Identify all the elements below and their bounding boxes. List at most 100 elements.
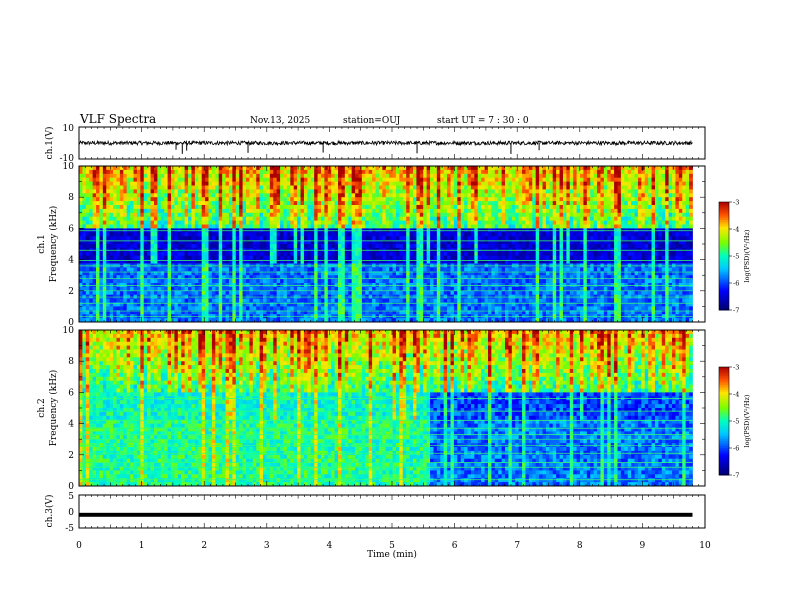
spectrogram-cell — [477, 173, 482, 179]
spectrogram-cell — [222, 197, 226, 202]
spectrogram-cell — [433, 185, 438, 190]
spectrogram-cell — [82, 208, 87, 214]
spectrogram-cell — [232, 181, 237, 186]
spectrogram-cell — [348, 298, 353, 303]
spectrogram-cell — [143, 302, 148, 307]
spectrogram-cell — [167, 318, 172, 323]
spectrogram-cell — [430, 290, 434, 296]
spectrogram-cell — [171, 290, 175, 296]
spectrogram-cell — [160, 240, 165, 245]
spectrogram-cell — [235, 298, 240, 303]
spectrogram-cell — [252, 240, 257, 245]
spectrogram-cell — [136, 302, 141, 307]
spectrogram-cell — [198, 216, 203, 221]
spectrogram-cell — [177, 169, 182, 175]
spectrogram-cell — [109, 181, 114, 186]
spectrogram-cell — [256, 255, 261, 260]
spectrogram-cell — [201, 216, 206, 221]
spectrogram-cell — [215, 197, 220, 202]
spectrogram-cell — [89, 255, 94, 260]
spectrogram-cell — [198, 197, 203, 202]
spectrogram-cell — [430, 173, 434, 179]
spectrogram-cell — [85, 286, 90, 292]
spectrogram-cell — [242, 286, 247, 292]
spectrogram-cell — [300, 302, 305, 307]
spectrogram-cell — [263, 302, 267, 307]
spectrogram-cell — [447, 244, 451, 249]
spectrogram-cell — [293, 220, 298, 225]
spectrogram-cell — [453, 286, 458, 292]
spectrogram-cell — [136, 181, 141, 186]
spectrogram-cell — [392, 240, 397, 245]
spectrogram-cell — [263, 232, 267, 237]
spectrogram-cell — [286, 185, 291, 190]
spectrogram-cell — [263, 306, 267, 311]
spectrogram-cell — [320, 298, 325, 303]
spectrogram-cell — [413, 251, 417, 257]
spectrogram-cell — [399, 275, 404, 280]
spectrogram-cell — [126, 173, 131, 179]
spectrogram-cell — [266, 310, 271, 315]
spectrogram-cell — [150, 286, 155, 292]
spectrogram-cell — [228, 306, 233, 311]
spectrogram-cell — [92, 279, 97, 284]
spectrogram-cell — [181, 201, 186, 206]
spectrogram-cell — [467, 220, 472, 225]
spectrogram-cell — [181, 306, 186, 311]
spectrogram-cell — [344, 306, 349, 311]
spectrogram-cell — [402, 271, 407, 276]
spectrogram-cell — [314, 286, 318, 292]
spectrogram-cell — [355, 224, 359, 229]
spectrogram-cell — [484, 208, 489, 214]
spectrogram-cell — [385, 224, 390, 229]
spectrogram-cell — [317, 310, 322, 315]
spectrogram-cell — [256, 259, 261, 264]
spectrogram-cell — [188, 267, 192, 272]
spectrogram-cell — [392, 279, 397, 284]
spectrogram-cell — [198, 255, 203, 260]
spectrogram-cell — [116, 205, 121, 210]
spectrogram-cell — [361, 255, 366, 260]
spectrogram-cell — [430, 267, 434, 272]
spectrogram-cell — [157, 267, 162, 272]
spectrogram-cell — [89, 220, 94, 225]
spectrogram-cell — [382, 267, 387, 272]
spectrogram-cell — [147, 193, 151, 198]
spectrogram-cell — [453, 271, 458, 276]
spectrogram-cell — [256, 302, 261, 307]
spectrogram-cell — [232, 216, 237, 221]
spectrogram-cell — [365, 240, 370, 245]
spectrogram-cell — [99, 306, 104, 311]
spectrogram-cell — [126, 259, 131, 264]
spectrogram-cell — [153, 255, 158, 260]
spectrogram-cell — [246, 244, 250, 249]
spectrogram-cell — [385, 318, 390, 323]
spectrogram-cell — [416, 166, 421, 171]
spectrogram-cell — [263, 205, 267, 210]
spectrogram-cell — [194, 275, 199, 280]
spectrogram-cell — [153, 166, 158, 171]
spectrogram-cell — [355, 279, 359, 284]
spectrogram-cell — [232, 267, 237, 272]
spectrogram-cell — [338, 236, 342, 241]
spectrogram-cell — [358, 232, 363, 237]
spectrogram-cell — [106, 244, 111, 249]
spectrogram-cell — [358, 197, 363, 202]
spectrogram-cell — [351, 259, 356, 264]
spectrogram-cell — [351, 169, 356, 175]
spectrogram-cell — [447, 286, 451, 292]
spectrogram-cell — [153, 208, 158, 214]
spectrogram-cell — [450, 259, 455, 264]
spectrogram-cell — [106, 298, 111, 303]
spectrogram-cell — [160, 310, 165, 315]
spectrogram-cell — [406, 302, 410, 307]
spectrogram-cell — [239, 166, 243, 171]
spectrogram-cell — [389, 279, 393, 284]
spectrogram-cell — [307, 201, 312, 206]
spectrogram-cell — [426, 290, 431, 296]
spectrogram-cell — [133, 236, 138, 241]
spectrogram-cell — [293, 201, 298, 206]
spectrogram-cell — [246, 255, 250, 260]
spectrogram-cell — [266, 169, 271, 175]
spectrogram-cell — [252, 232, 257, 237]
